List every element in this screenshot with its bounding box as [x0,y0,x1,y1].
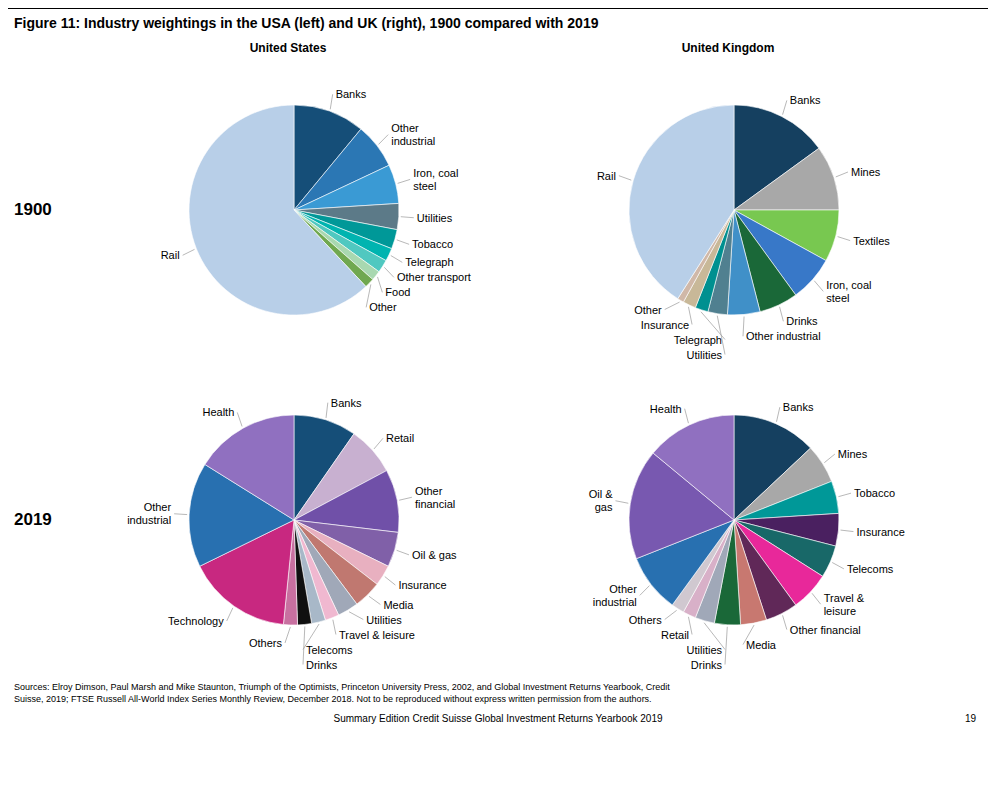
svg-text:Other: Other [369,301,397,313]
svg-text:Rail: Rail [597,170,616,182]
svg-text:Rail: Rail [161,249,180,261]
svg-text:Telecoms: Telecoms [847,563,894,575]
svg-text:Other financial: Other financial [790,624,861,636]
svg-text:Banks: Banks [783,401,814,413]
svg-text:Iron, coalsteel: Iron, coalsteel [826,279,871,304]
svg-text:Travel &leisure: Travel &leisure [824,592,865,617]
svg-text:Iron, coalsteel: Iron, coalsteel [413,167,458,192]
svg-text:Mines: Mines [838,448,868,460]
svg-text:Textiles: Textiles [853,235,890,247]
svg-text:Insurance: Insurance [641,319,689,331]
html-text:Summary Edition Credit Suisse: Summary Edition Credit Suisse Global Inv… [333,713,663,724]
svg-text:Others: Others [249,637,283,649]
svg-text:Other transport: Other transport [397,271,471,283]
svg-text:Media: Media [746,639,777,651]
svg-text:Mines: Mines [851,166,881,178]
svg-text:Insurance: Insurance [856,526,904,538]
svg-text:Oil &gas: Oil &gas [589,488,614,513]
svg-text:Insurance: Insurance [398,579,446,591]
svg-text:Tobacco: Tobacco [854,487,895,499]
svg-text:Otherindustrial: Otherindustrial [593,583,637,608]
svg-text:Otherindustrial: Otherindustrial [391,122,435,147]
svg-text:Other: Other [634,304,662,316]
svg-text:Drinks: Drinks [306,659,338,671]
html-text:1900: 1900 [14,200,52,219]
html-text:United States: United States [249,41,327,55]
svg-text:Otherfinancial: Otherfinancial [415,485,455,510]
svg-text:Utilities: Utilities [366,614,402,626]
svg-text:Technology: Technology [168,615,224,627]
html-text:United Kingdom: United Kingdom [681,41,775,55]
svg-text:Others: Others [629,614,663,626]
svg-text:Banks: Banks [331,397,362,409]
svg-text:Otherindustrial: Otherindustrial [127,501,171,526]
svg-text:Utilities: Utilities [687,349,723,361]
svg-text:Other industrial: Other industrial [746,330,821,342]
svg-text:Health: Health [650,403,682,415]
svg-text:Travel & leisure: Travel & leisure [339,629,415,641]
svg-text:Media: Media [383,599,414,611]
svg-text:Tobacco: Tobacco [412,238,453,250]
svg-text:Retail: Retail [386,432,414,444]
svg-text:Banks: Banks [336,88,367,100]
html-text:19: 19 [964,713,976,724]
svg-text:Retail: Retail [661,629,689,641]
svg-text:Food: Food [385,286,410,298]
svg-text:Banks: Banks [790,94,821,106]
svg-text:Telegraph: Telegraph [405,256,453,268]
html-text:Sources: Elroy Dimson, Paul Ma: Sources: Elroy Dimson, Paul Marsh and Mi… [14,682,670,704]
html-text:2019: 2019 [14,510,52,529]
svg-text:Drinks: Drinks [786,315,818,327]
svg-text:Utilities: Utilities [417,212,453,224]
svg-text:Oil & gas: Oil & gas [412,549,457,561]
svg-text:Telegraph: Telegraph [674,334,722,346]
svg-text:Telecoms: Telecoms [306,644,353,656]
svg-text:Utilities: Utilities [687,644,723,656]
svg-text:Health: Health [203,406,235,418]
html-text:Figure 11: Industry weightings: Figure 11: Industry weightings in the US… [14,15,599,31]
svg-text:Drinks: Drinks [691,659,723,671]
